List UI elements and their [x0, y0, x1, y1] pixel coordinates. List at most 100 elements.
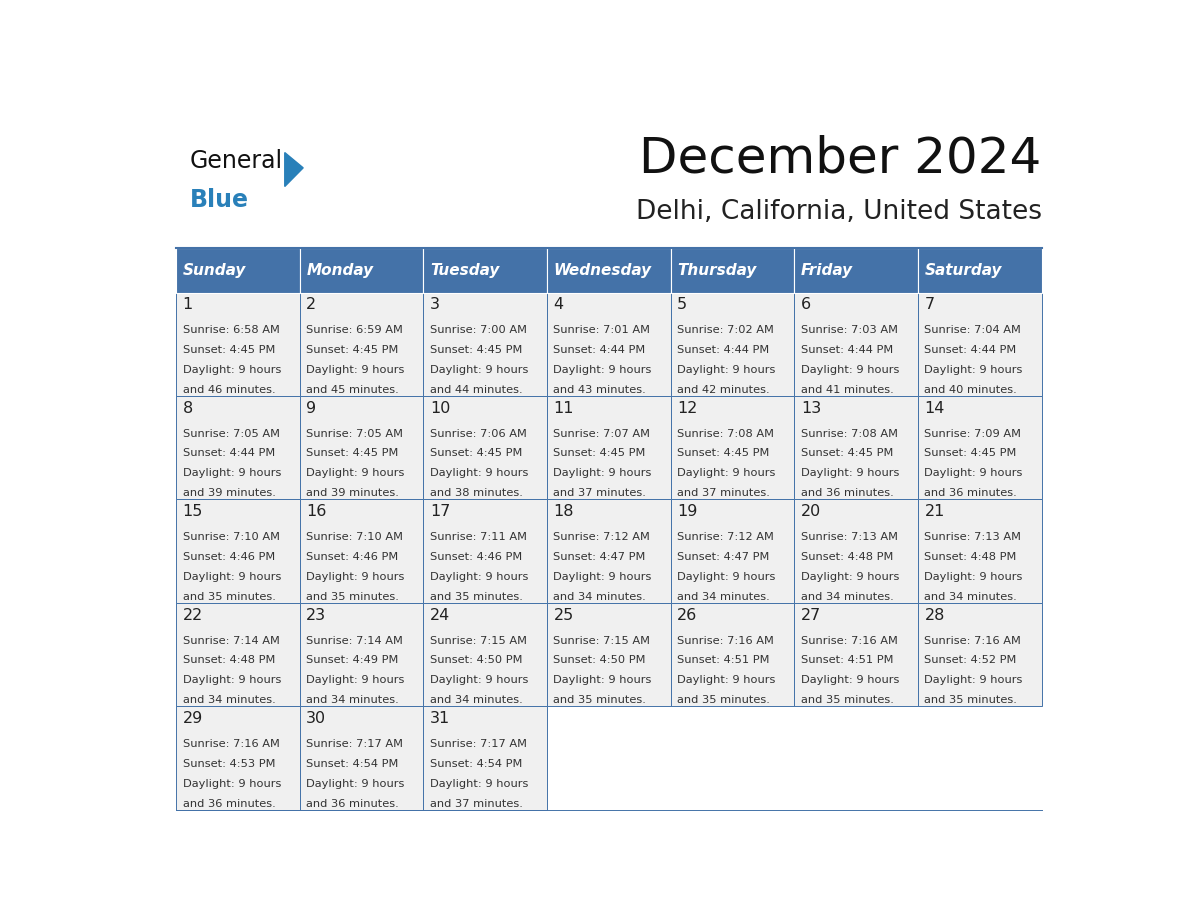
Text: Daylight: 9 hours: Daylight: 9 hours: [307, 364, 405, 375]
Text: Sunset: 4:53 PM: Sunset: 4:53 PM: [183, 759, 276, 769]
FancyBboxPatch shape: [795, 396, 918, 499]
Text: and 34 minutes.: and 34 minutes.: [554, 591, 646, 601]
Text: Sunrise: 7:02 AM: Sunrise: 7:02 AM: [677, 325, 775, 335]
Text: 18: 18: [554, 505, 574, 520]
Text: Daylight: 9 hours: Daylight: 9 hours: [183, 572, 280, 582]
Text: 30: 30: [307, 711, 327, 726]
Text: Daylight: 9 hours: Daylight: 9 hours: [554, 676, 652, 685]
FancyBboxPatch shape: [546, 499, 671, 603]
Text: 1: 1: [183, 297, 192, 312]
FancyBboxPatch shape: [671, 603, 795, 707]
FancyBboxPatch shape: [423, 248, 546, 293]
Text: and 36 minutes.: and 36 minutes.: [924, 488, 1017, 498]
Text: Daylight: 9 hours: Daylight: 9 hours: [677, 364, 776, 375]
Text: 11: 11: [554, 401, 574, 416]
Text: Daylight: 9 hours: Daylight: 9 hours: [677, 572, 776, 582]
Text: Sunrise: 7:11 AM: Sunrise: 7:11 AM: [430, 532, 526, 543]
Text: 12: 12: [677, 401, 697, 416]
FancyBboxPatch shape: [671, 248, 795, 293]
Text: Sunset: 4:45 PM: Sunset: 4:45 PM: [677, 449, 770, 458]
Text: 5: 5: [677, 297, 687, 312]
Text: Sunset: 4:44 PM: Sunset: 4:44 PM: [183, 449, 274, 458]
Text: Sunrise: 7:01 AM: Sunrise: 7:01 AM: [554, 325, 651, 335]
Text: Daylight: 9 hours: Daylight: 9 hours: [430, 364, 529, 375]
Text: December 2024: December 2024: [639, 135, 1042, 183]
Text: Daylight: 9 hours: Daylight: 9 hours: [183, 364, 280, 375]
Text: and 35 minutes.: and 35 minutes.: [307, 591, 399, 601]
Text: and 34 minutes.: and 34 minutes.: [430, 695, 523, 705]
FancyBboxPatch shape: [423, 293, 546, 396]
Text: Sunset: 4:49 PM: Sunset: 4:49 PM: [307, 655, 399, 666]
Text: and 46 minutes.: and 46 minutes.: [183, 385, 276, 395]
Text: Sunrise: 7:08 AM: Sunrise: 7:08 AM: [677, 429, 775, 439]
Text: Daylight: 9 hours: Daylight: 9 hours: [307, 572, 405, 582]
Text: Daylight: 9 hours: Daylight: 9 hours: [924, 468, 1023, 478]
Text: Daylight: 9 hours: Daylight: 9 hours: [307, 778, 405, 789]
FancyBboxPatch shape: [546, 396, 671, 499]
Text: 23: 23: [307, 608, 327, 623]
Text: Daylight: 9 hours: Daylight: 9 hours: [183, 778, 280, 789]
Text: Sunrise: 7:12 AM: Sunrise: 7:12 AM: [677, 532, 775, 543]
FancyBboxPatch shape: [795, 499, 918, 603]
Text: 19: 19: [677, 505, 697, 520]
FancyBboxPatch shape: [671, 293, 795, 396]
Text: Sunset: 4:47 PM: Sunset: 4:47 PM: [554, 552, 646, 562]
Text: Sunrise: 7:00 AM: Sunrise: 7:00 AM: [430, 325, 526, 335]
Text: and 35 minutes.: and 35 minutes.: [677, 695, 770, 705]
FancyBboxPatch shape: [299, 293, 423, 396]
Text: Sunrise: 7:14 AM: Sunrise: 7:14 AM: [183, 635, 279, 645]
Text: Sunrise: 7:16 AM: Sunrise: 7:16 AM: [677, 635, 775, 645]
Text: Sunrise: 7:08 AM: Sunrise: 7:08 AM: [801, 429, 898, 439]
Text: Sunset: 4:45 PM: Sunset: 4:45 PM: [801, 449, 893, 458]
Text: Delhi, California, United States: Delhi, California, United States: [636, 198, 1042, 225]
Text: and 36 minutes.: and 36 minutes.: [801, 488, 893, 498]
Text: and 36 minutes.: and 36 minutes.: [307, 799, 399, 809]
Text: Sunrise: 7:05 AM: Sunrise: 7:05 AM: [183, 429, 279, 439]
Text: 31: 31: [430, 711, 450, 726]
Text: and 34 minutes.: and 34 minutes.: [801, 591, 893, 601]
FancyBboxPatch shape: [423, 707, 546, 810]
Text: and 41 minutes.: and 41 minutes.: [801, 385, 893, 395]
Text: Sunset: 4:45 PM: Sunset: 4:45 PM: [183, 345, 274, 355]
Text: Sunrise: 7:09 AM: Sunrise: 7:09 AM: [924, 429, 1022, 439]
Text: Thursday: Thursday: [677, 263, 757, 278]
Text: Sunset: 4:46 PM: Sunset: 4:46 PM: [183, 552, 274, 562]
Text: 14: 14: [924, 401, 944, 416]
Text: Sunset: 4:54 PM: Sunset: 4:54 PM: [430, 759, 523, 769]
Text: Sunset: 4:48 PM: Sunset: 4:48 PM: [924, 552, 1017, 562]
Text: Daylight: 9 hours: Daylight: 9 hours: [183, 676, 280, 685]
Text: and 35 minutes.: and 35 minutes.: [924, 695, 1017, 705]
Text: Sunset: 4:44 PM: Sunset: 4:44 PM: [677, 345, 770, 355]
Text: and 37 minutes.: and 37 minutes.: [430, 799, 523, 809]
Text: Daylight: 9 hours: Daylight: 9 hours: [430, 778, 529, 789]
Text: and 35 minutes.: and 35 minutes.: [554, 695, 646, 705]
FancyBboxPatch shape: [671, 396, 795, 499]
Text: Sunset: 4:46 PM: Sunset: 4:46 PM: [307, 552, 398, 562]
Text: Daylight: 9 hours: Daylight: 9 hours: [677, 468, 776, 478]
Text: Daylight: 9 hours: Daylight: 9 hours: [801, 676, 899, 685]
FancyBboxPatch shape: [546, 603, 671, 707]
Text: and 44 minutes.: and 44 minutes.: [430, 385, 523, 395]
Text: Daylight: 9 hours: Daylight: 9 hours: [183, 468, 280, 478]
Text: Monday: Monday: [307, 263, 373, 278]
Text: Daylight: 9 hours: Daylight: 9 hours: [430, 468, 529, 478]
Text: Sunrise: 7:10 AM: Sunrise: 7:10 AM: [307, 532, 403, 543]
FancyBboxPatch shape: [423, 396, 546, 499]
Text: Daylight: 9 hours: Daylight: 9 hours: [307, 676, 405, 685]
Text: Sunset: 4:44 PM: Sunset: 4:44 PM: [924, 345, 1017, 355]
FancyBboxPatch shape: [176, 707, 299, 810]
Text: 4: 4: [554, 297, 563, 312]
Text: Sunrise: 7:07 AM: Sunrise: 7:07 AM: [554, 429, 651, 439]
FancyBboxPatch shape: [176, 603, 299, 707]
Text: Sunrise: 7:04 AM: Sunrise: 7:04 AM: [924, 325, 1022, 335]
Text: Wednesday: Wednesday: [554, 263, 651, 278]
Text: Sunset: 4:52 PM: Sunset: 4:52 PM: [924, 655, 1017, 666]
Text: and 34 minutes.: and 34 minutes.: [677, 591, 770, 601]
Text: Sunrise: 7:05 AM: Sunrise: 7:05 AM: [307, 429, 403, 439]
Text: General: General: [190, 149, 283, 173]
Text: Sunday: Sunday: [183, 263, 246, 278]
Text: 9: 9: [307, 401, 316, 416]
Text: 24: 24: [430, 608, 450, 623]
Text: and 35 minutes.: and 35 minutes.: [801, 695, 893, 705]
Text: Sunrise: 7:14 AM: Sunrise: 7:14 AM: [307, 635, 403, 645]
